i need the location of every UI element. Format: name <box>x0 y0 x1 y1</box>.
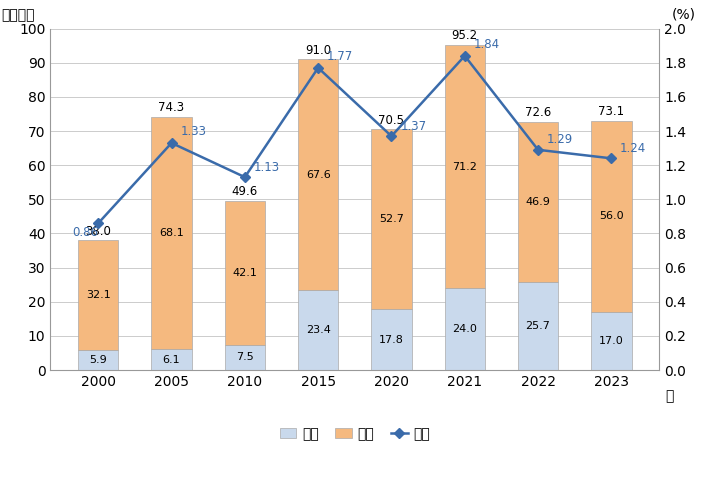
Text: 74.3: 74.3 <box>158 101 184 114</box>
Text: 68.1: 68.1 <box>159 228 184 238</box>
割合 <box>461 53 469 59</box>
Text: 6.1: 6.1 <box>163 355 180 365</box>
Bar <box>444 288 485 370</box>
Text: 1.29: 1.29 <box>547 134 573 146</box>
Bar <box>591 312 632 370</box>
Text: 70.5: 70.5 <box>379 113 404 127</box>
Text: 1.13: 1.13 <box>254 161 280 174</box>
Text: 56.0: 56.0 <box>599 211 624 221</box>
Bar <box>444 45 485 288</box>
Bar <box>372 129 411 309</box>
Bar <box>151 350 191 370</box>
Text: 1.37: 1.37 <box>400 120 426 133</box>
Text: 46.9: 46.9 <box>526 197 550 207</box>
Bar <box>518 282 558 370</box>
Bar <box>298 290 339 370</box>
Legend: 男性, 女性, 割合: 男性, 女性, 割合 <box>274 422 435 447</box>
Text: 1.84: 1.84 <box>474 38 500 51</box>
Text: 72.6: 72.6 <box>525 106 551 119</box>
Text: 32.1: 32.1 <box>86 290 111 300</box>
Text: （千人）: （千人） <box>1 8 35 22</box>
割合 <box>387 133 395 139</box>
Text: 71.2: 71.2 <box>452 162 477 172</box>
Line: 割合: 割合 <box>95 52 615 227</box>
Text: 年: 年 <box>665 389 674 403</box>
Text: 73.1: 73.1 <box>598 105 625 118</box>
Bar <box>78 350 118 370</box>
割合 <box>94 220 102 226</box>
Text: 23.4: 23.4 <box>306 325 331 335</box>
Text: 1.77: 1.77 <box>327 50 353 63</box>
Bar <box>225 345 265 370</box>
Bar <box>151 117 191 350</box>
Bar <box>298 59 339 290</box>
Bar <box>78 240 118 350</box>
割合 <box>534 147 543 153</box>
Text: 7.5: 7.5 <box>236 352 254 362</box>
Text: 91.0: 91.0 <box>305 43 331 57</box>
Bar <box>225 201 265 345</box>
Bar <box>372 309 411 370</box>
Text: 1.24: 1.24 <box>620 142 646 155</box>
Text: 5.9: 5.9 <box>89 355 107 365</box>
割合 <box>607 155 615 161</box>
Text: 0.86: 0.86 <box>73 226 99 239</box>
Text: 25.7: 25.7 <box>526 321 550 331</box>
割合 <box>240 174 249 180</box>
Text: 1.33: 1.33 <box>180 125 206 138</box>
Text: 42.1: 42.1 <box>233 268 257 278</box>
割合 <box>168 140 176 146</box>
Text: 17.8: 17.8 <box>379 335 404 345</box>
Bar <box>518 122 558 282</box>
Text: 17.0: 17.0 <box>599 336 624 346</box>
Text: 67.6: 67.6 <box>306 170 331 180</box>
Text: 49.6: 49.6 <box>232 185 258 198</box>
Text: (%): (%) <box>672 8 695 22</box>
Bar <box>591 121 632 312</box>
Text: 52.7: 52.7 <box>379 214 404 224</box>
Text: 24.0: 24.0 <box>452 324 477 334</box>
割合 <box>314 65 322 71</box>
Text: 38.0: 38.0 <box>86 225 111 238</box>
Text: 95.2: 95.2 <box>451 29 478 42</box>
